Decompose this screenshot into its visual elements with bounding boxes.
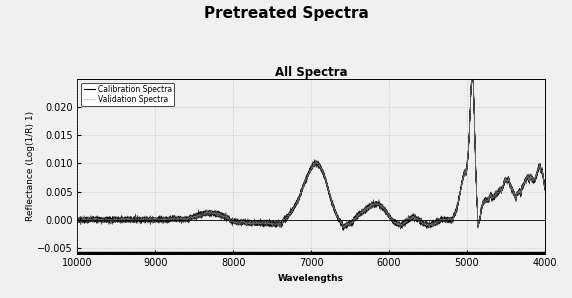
Bar [77,252,545,254]
Title: All Spectra: All Spectra [275,66,347,79]
Y-axis label: Reflectance (Log(1/R) 1): Reflectance (Log(1/R) 1) [26,111,35,221]
Text: Pretreated Spectra: Pretreated Spectra [204,6,368,21]
X-axis label: Wavelengths: Wavelengths [278,274,344,283]
Legend: Calibration Spectra, Validation Spectra: Calibration Spectra, Validation Spectra [81,83,174,106]
